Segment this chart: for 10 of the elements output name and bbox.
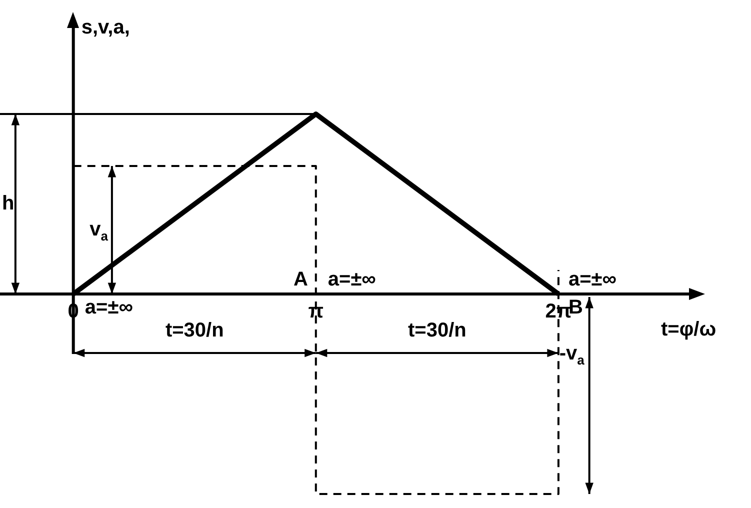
x-axis-title: t=φ/ω bbox=[661, 318, 716, 341]
annotation: a=±∞ bbox=[568, 268, 616, 291]
y-axis-title: s,v,a, bbox=[81, 16, 130, 39]
annotation: t=30/n bbox=[165, 320, 224, 342]
x-tick-label: π bbox=[308, 300, 324, 323]
annotation: a=±∞ bbox=[328, 268, 376, 291]
annotation: A bbox=[293, 268, 308, 291]
annotation: h bbox=[2, 192, 14, 215]
annotation: t=30/n bbox=[408, 320, 466, 342]
annotation: a=±∞ bbox=[84, 296, 133, 319]
